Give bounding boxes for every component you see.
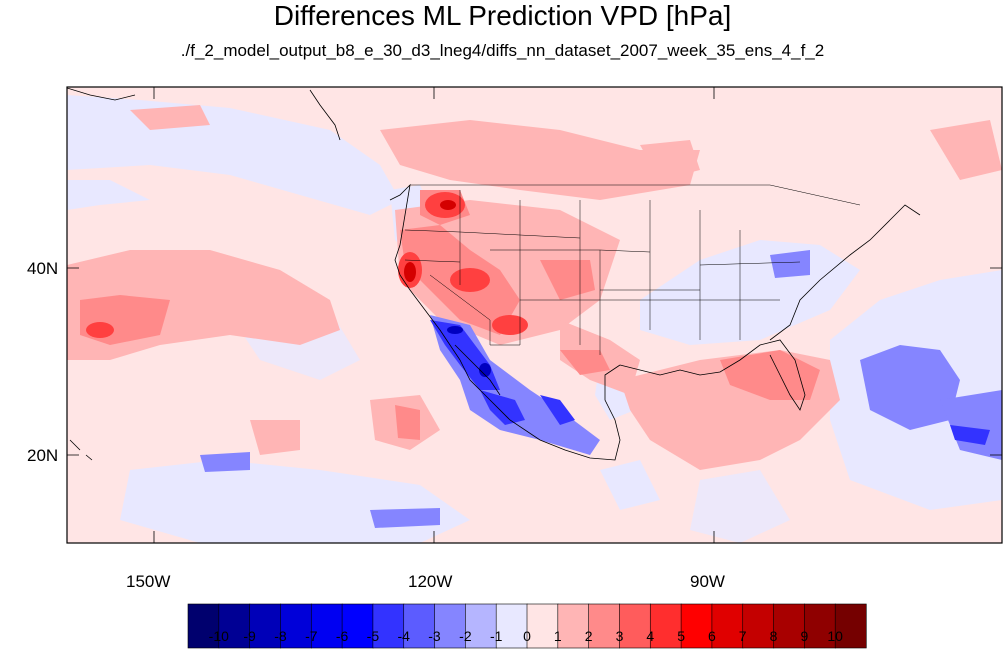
colorbar-label: 2 <box>584 628 593 644</box>
colorbar-swatch <box>742 603 775 649</box>
contour-field <box>67 87 1002 543</box>
peak-red-regions <box>404 200 456 282</box>
colorbar-label: 4 <box>646 628 655 644</box>
colorbar-label: -5 <box>366 628 380 644</box>
x-tick-label-90w: 90W <box>690 572 725 591</box>
colorbar-label: 1 <box>553 628 562 644</box>
map-subtitle: ./f_2_model_output_b8_e_30_d3_lneg4/diff… <box>180 41 825 60</box>
colorbar-swatch <box>187 603 220 649</box>
colorbar-label: -6 <box>335 628 349 644</box>
colorbar-swatch <box>619 603 651 649</box>
map-frame <box>66 86 1003 544</box>
map-title: Differences ML Prediction VPD [hPa] <box>273 0 732 31</box>
colorbar-swatch <box>249 603 282 649</box>
colorbar-label: -4 <box>397 628 410 644</box>
y-tick-label-40n: 40N <box>27 259 59 278</box>
state-borders <box>404 184 861 355</box>
axis-ticks <box>67 87 1002 543</box>
colorbar-label: -1 <box>489 628 503 644</box>
colorbar-label: 5 <box>677 628 685 644</box>
darkest-blue-regions <box>447 326 491 377</box>
y-tick-label-20n: 20N <box>27 446 59 465</box>
colorbar-swatch <box>588 603 621 649</box>
colorbar-label: 9 <box>800 628 809 644</box>
colorbar-swatch <box>649 603 682 649</box>
x-tick-label-120w: 120W <box>408 572 453 591</box>
colorbar-label: -7 <box>305 628 318 644</box>
colorbar-swatch <box>310 603 343 649</box>
colorbar-swatch <box>218 603 251 649</box>
colorbar-swatch <box>526 603 559 649</box>
colorbar-label: 3 <box>615 628 624 644</box>
colorbar-label: 6 <box>707 628 716 644</box>
colorbar-label: 8 <box>769 628 778 644</box>
colorbar-label: -2 <box>459 628 472 644</box>
coastlines <box>67 87 921 461</box>
colorbar-swatch <box>680 603 713 649</box>
colorbar-swatch <box>834 603 867 649</box>
colorbar-swatch <box>280 603 312 649</box>
colorbar-swatch <box>804 603 836 649</box>
colorbar-label: -10 <box>208 628 229 644</box>
colorbar-swatch <box>465 603 497 649</box>
colorbar-swatch <box>773 603 805 649</box>
colorbar-label: 7 <box>738 628 747 644</box>
colorbar-label: -8 <box>274 628 287 644</box>
colorbar-swatch <box>711 603 744 649</box>
colorbar-swatch <box>341 603 374 649</box>
colorbar-swatch <box>372 603 405 649</box>
colorbar-label: 10 <box>827 628 843 644</box>
x-tick-label-150w: 150W <box>126 572 171 591</box>
colorbar-label: -9 <box>243 628 256 644</box>
colorbar <box>187 603 867 649</box>
colorbar-label: -3 <box>428 628 441 644</box>
colorbar-label: 0 <box>523 628 531 644</box>
